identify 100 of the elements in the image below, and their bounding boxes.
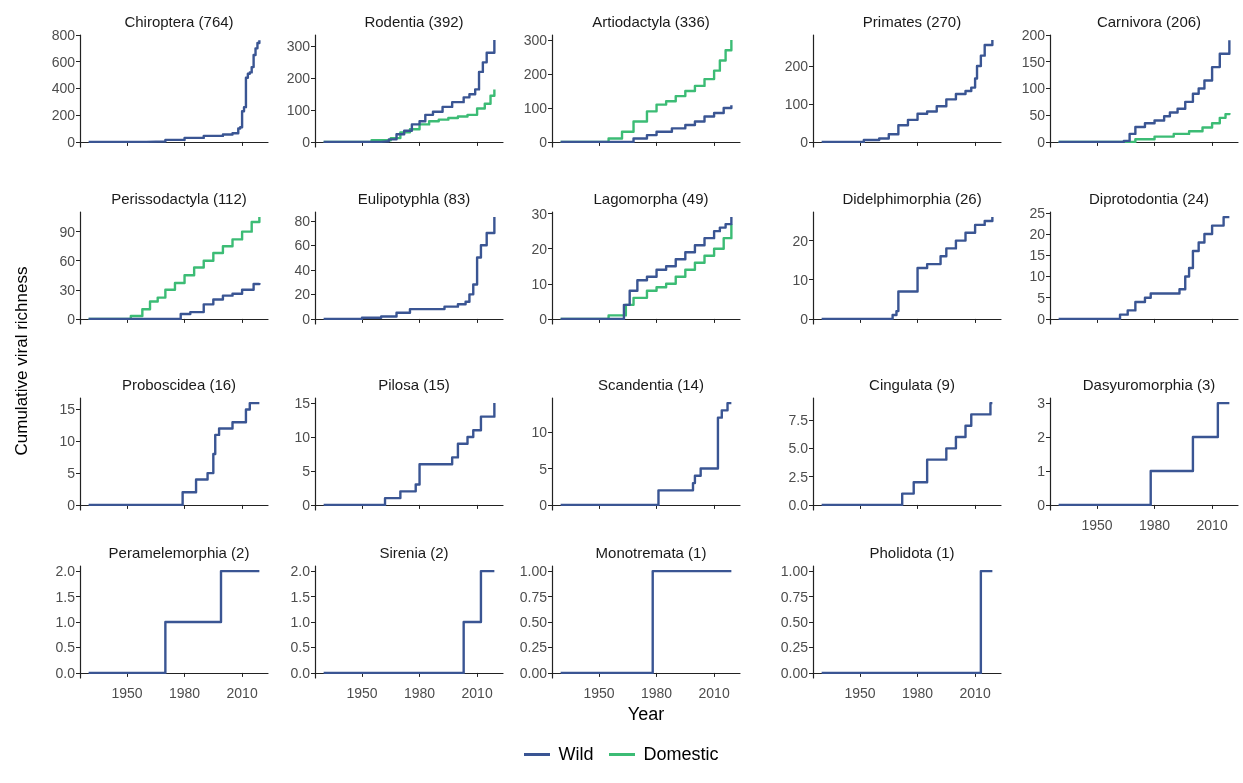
chart-title: Artiodactyla (336) (592, 13, 710, 30)
x-tick-label: 1980 (640, 685, 673, 701)
x-tick-label: 2010 (698, 685, 730, 701)
y-tick-label: 50 (1029, 107, 1046, 124)
y-tick-label: 10 (294, 429, 311, 446)
y-tick-label: 0.50 (780, 614, 809, 630)
chart-title: Pholidota (1) (869, 544, 955, 561)
y-tick-label: 100 (286, 102, 311, 119)
y-tick-label: 0.0 (788, 496, 809, 513)
y-tick-label: 15 (59, 401, 76, 418)
y-tick-label: 0 (67, 496, 76, 513)
y-tick-label: 200 (286, 70, 311, 87)
x-tick-label: 1980 (168, 685, 201, 701)
x-tick-label: 1950 (583, 685, 615, 701)
y-tick-label: 90 (59, 223, 76, 240)
legend-label: Wild (558, 744, 594, 765)
y-tick-label: 7.5 (788, 412, 809, 429)
y-tick-label: 0 (67, 310, 76, 327)
y-tick-label: 10 (531, 424, 548, 441)
chart-title: Pilosa (15) (378, 376, 450, 393)
y-tick-label: 3 (1037, 395, 1046, 412)
y-tick-label: 10 (531, 275, 548, 292)
y-tick-label: 0 (539, 496, 548, 513)
chart-title: Lagomorpha (49) (593, 190, 709, 207)
y-tick-label: 200 (784, 57, 809, 74)
y-tick-label: 5 (539, 460, 548, 477)
y-tick-label: 10 (792, 271, 809, 288)
y-tick-label: 0 (800, 133, 809, 150)
y-tick-label: 0 (1037, 310, 1046, 327)
y-tick-label: 2.0 (290, 563, 311, 580)
y-tick-label: 0.75 (780, 588, 809, 605)
chart-title: Perissodactyla (112) (111, 190, 247, 207)
y-tick-label: 20 (792, 232, 809, 249)
y-axis-title: Cumulative viral richness (12, 266, 32, 456)
x-tick-label: 2010 (959, 685, 991, 701)
y-tick-label: 60 (59, 252, 76, 269)
y-tick-label: 0.00 (780, 664, 809, 681)
x-tick-label: 1980 (901, 685, 934, 701)
chart-title: Diprotodontia (24) (1088, 190, 1210, 207)
y-tick-label: 300 (286, 38, 311, 55)
y-tick-label: 0.25 (780, 639, 809, 656)
y-tick-label: 100 (1021, 80, 1046, 97)
x-tick-label: 1950 (844, 685, 876, 701)
y-tick-label: 0 (539, 133, 548, 150)
x-tick-label: 1950 (111, 685, 143, 701)
y-tick-label: 0 (539, 310, 548, 327)
chart-title: Didelphimorphia (26) (842, 190, 982, 207)
y-tick-label: 1.0 (55, 614, 76, 630)
y-tick-label: 2 (1037, 429, 1046, 446)
y-tick-label: 5 (67, 465, 76, 482)
y-tick-label: 0.5 (55, 639, 76, 656)
y-tick-label: 0.0 (55, 664, 76, 681)
y-tick-label: 5.0 (788, 440, 809, 457)
y-tick-label: 30 (59, 281, 76, 298)
y-tick-label: 200 (523, 66, 548, 83)
x-tick-label: 2010 (461, 685, 493, 701)
y-tick-label: 2.0 (55, 563, 76, 580)
y-tick-label: 1.00 (780, 563, 809, 580)
y-tick-label: 0.5 (290, 639, 311, 656)
x-tick-label: 1980 (403, 685, 436, 701)
x-tick-label: 1950 (346, 685, 378, 701)
y-tick-label: 20 (531, 240, 548, 257)
chart-title: Eulipotyphla (83) (357, 190, 471, 207)
y-tick-label: 1 (1037, 462, 1046, 479)
y-tick-label: 5 (302, 462, 311, 479)
y-tick-label: 0 (800, 310, 809, 327)
chart-title: Peramelemorphia (2) (108, 544, 250, 561)
chart-title: Sirenia (2) (379, 544, 449, 561)
y-tick-label: 40 (294, 261, 311, 278)
y-tick-label: 0.25 (519, 639, 548, 656)
y-tick-label: 5 (1037, 289, 1046, 306)
y-tick-label: 2.5 (788, 468, 809, 485)
y-tick-label: 0 (67, 133, 76, 150)
y-tick-label: 80 (294, 212, 311, 229)
y-tick-label: 0 (302, 133, 311, 150)
chart-title: Chiroptera (764) (124, 13, 234, 30)
y-tick-label: 200 (51, 107, 76, 124)
y-tick-label: 1.5 (290, 588, 311, 605)
y-tick-label: 25 (1029, 204, 1046, 221)
y-tick-label: 600 (51, 53, 76, 70)
x-axis-title: Year (627, 704, 665, 725)
y-tick-label: 200 (1021, 27, 1046, 43)
y-tick-label: 0 (1037, 496, 1046, 513)
chart-title: Scandentia (14) (598, 376, 704, 393)
y-tick-label: 1.00 (519, 563, 548, 580)
y-tick-label: 150 (1021, 53, 1046, 70)
y-tick-label: 0.00 (519, 664, 548, 681)
y-tick-label: 0.50 (519, 614, 548, 630)
y-tick-label: 100 (784, 95, 809, 112)
y-tick-label: 1.5 (55, 588, 76, 605)
y-tick-label: 20 (294, 286, 311, 303)
chart-title: Proboscidea (16) (121, 376, 237, 393)
y-tick-label: 30 (531, 205, 548, 222)
y-tick-label: 0 (302, 496, 311, 513)
legend-label: Domestic (643, 744, 719, 765)
chart-title: Carnivora (206) (1096, 13, 1202, 30)
y-tick-label: 0 (1037, 133, 1046, 150)
y-tick-label: 15 (294, 395, 311, 412)
y-tick-label: 0.75 (519, 588, 548, 605)
y-tick-label: 15 (1029, 247, 1046, 264)
